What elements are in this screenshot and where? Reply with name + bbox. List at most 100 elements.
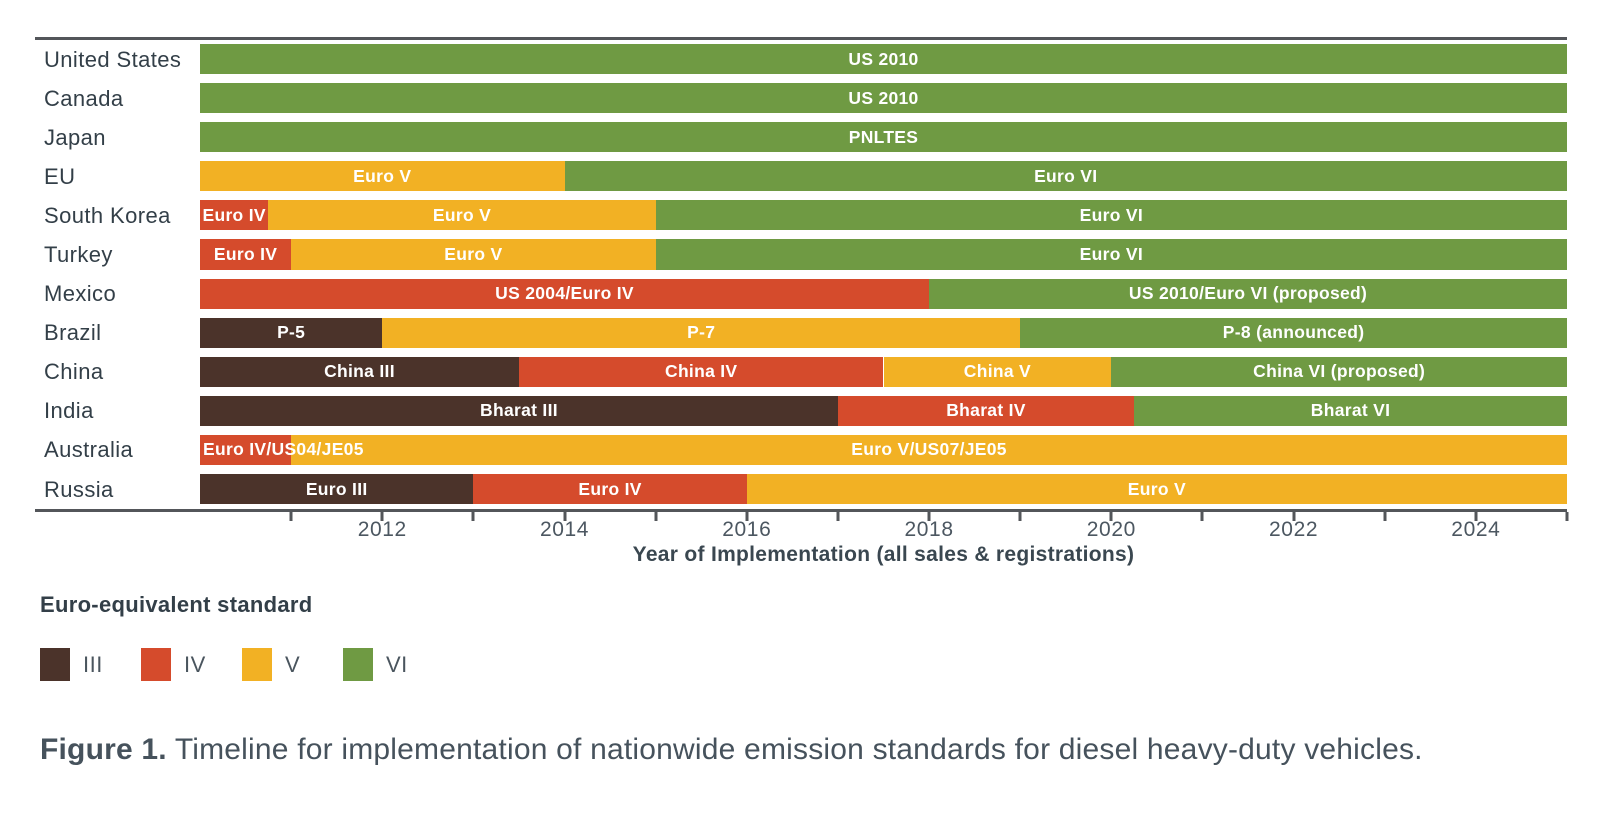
country-label: Brazil (44, 320, 102, 346)
bar-segment: PNLTES (200, 122, 1567, 153)
axis-tick-label: 2024 (1451, 518, 1501, 541)
chart-row: Canada US 2010 (35, 79, 1567, 118)
bar-segment: P-7 (382, 317, 1021, 348)
bar-segment: Bharat IV (837, 395, 1135, 426)
bar-segment-label: US 2004/Euro IV (495, 283, 634, 304)
bar-segment: Euro V/US07/JE05 (291, 434, 1567, 466)
row-plot-area: Euro III Euro IV Euro V (200, 474, 1567, 505)
row-plot-area: Euro IV Euro V Euro VI (200, 200, 1567, 231)
bar-segment-label: China III (324, 361, 395, 382)
row-plot-area: China III China IV China V China VI (propos… (200, 356, 1567, 387)
chart-row: Brazil P-5 P-7 P-8 (announced) (35, 314, 1567, 353)
bar-segment: US 2004/Euro IV (200, 278, 930, 309)
bar-segment: Euro VI (564, 161, 1567, 192)
bar-segment: China III (200, 356, 519, 387)
chart-row: Japan PNLTES (35, 118, 1567, 157)
x-axis-title: Year of Implementation (all sales & regi… (632, 543, 1135, 566)
bar-segment: P-5 (200, 317, 383, 348)
axis-tick (1200, 512, 1204, 521)
chart-row: China China III China IV China V China VI (p… (35, 353, 1567, 392)
x-axis-line (35, 509, 1567, 512)
row-plot-area: Bharat III Bharat IV Bharat VI (200, 395, 1567, 426)
axis-tick (471, 512, 475, 521)
bar-segment: US 2010/Euro VI (proposed) (929, 278, 1567, 309)
legend-label: VI (386, 651, 408, 677)
bar-segment: Euro III (200, 474, 474, 505)
x-axis-tick-labels: 2012 2014 2016 2018 2020 2022 2024 (200, 518, 1567, 544)
chart-rows: United States US 2010 Canada US 2010 Japan PN… (35, 40, 1567, 509)
bar-segment: Euro V (746, 474, 1567, 505)
axis-tick-label: 2018 (904, 518, 954, 541)
legend-swatch-iii (40, 648, 70, 681)
bar-segment: Bharat VI (1134, 395, 1567, 426)
legend-label: IV (184, 651, 206, 677)
x-axis-ticks (200, 512, 1569, 522)
caption-text: Timeline for implementation of nationwid… (174, 733, 1423, 766)
legend-item: III (40, 648, 141, 681)
legend-label: III (83, 651, 103, 677)
bar-segment-label: Euro VI (1079, 204, 1143, 225)
bar-segment: US 2010 (200, 83, 1567, 114)
axis-tick (1109, 512, 1113, 521)
axis-tick-label: 2012 (357, 518, 407, 541)
axis-tick-label: 2014 (539, 518, 590, 541)
bar-segment: China V (883, 356, 1112, 387)
axis-tick (563, 512, 567, 521)
bar-segment-label: Euro IV (213, 244, 278, 265)
chart-row: Mexico US 2004/Euro IV US 2010/Euro VI (pr… (35, 275, 1567, 314)
bar-segment-label: Bharat III (480, 400, 558, 421)
axis-tick (927, 512, 931, 521)
row-plot-area: Euro IV Euro V Euro VI (200, 239, 1567, 270)
legend-swatch-iv (141, 648, 171, 681)
axis-tick-label: 2020 (1086, 518, 1136, 541)
axis-tick (1018, 512, 1022, 521)
figure-caption: Figure 1. Timeline for implementation of … (40, 733, 1423, 767)
bar-segment: Bharat III (200, 395, 838, 426)
bar-segment: Euro V (268, 200, 656, 231)
row-plot-area: P-5 P-7 P-8 (announced) (200, 317, 1567, 348)
axis-tick (1474, 512, 1478, 521)
chart-top-rule (35, 37, 1567, 40)
axis-tick (1565, 512, 1569, 521)
legend-label: V (285, 651, 301, 677)
bar-segment: Euro IV (200, 239, 292, 270)
bar-segment-label: Euro VI (1079, 244, 1143, 265)
legend-item: IV (141, 648, 242, 681)
legend-swatch-vi (343, 648, 373, 681)
bar-segment: Euro IV (473, 474, 747, 505)
row-plot-area: US 2004/Euro IV US 2010/Euro VI (proposed… (200, 278, 1567, 309)
legend-swatch-v (242, 648, 272, 681)
bar-segment-label: P-7 (687, 322, 716, 343)
country-label: China (44, 359, 104, 385)
country-label: South Korea (44, 202, 171, 228)
bar-segment-label: US 2010 (848, 87, 919, 108)
bar-segment: US 2010 (200, 44, 1567, 75)
bar-segment-label: Bharat VI (1310, 400, 1391, 421)
axis-tick (289, 512, 293, 521)
axis-tick-label: 2016 (722, 518, 772, 541)
row-plot-area: US 2010 (200, 83, 1567, 114)
bar-segment: China VI (proposed) (1111, 356, 1567, 387)
bar-segment-label: Euro VI (1034, 165, 1098, 186)
legend-title: Euro-equivalent standard (40, 592, 313, 617)
bar-segment: Euro V (291, 239, 656, 270)
caption-label: Figure 1. (40, 733, 167, 766)
country-label: Japan (44, 124, 106, 150)
bar-segment-label: China VI (proposed) (1253, 361, 1426, 382)
country-label: Turkey (44, 242, 113, 268)
bar-segment-label: US 2010 (848, 48, 919, 69)
legend-item: VI (343, 648, 444, 681)
bar-segment: P-8 (announced) (1020, 317, 1567, 348)
chart-row: Australia Euro IV/US04/JE05 Euro V/US07/JE… (35, 431, 1567, 470)
bar-segment-label: US 2010/Euro VI (proposed) (1128, 283, 1368, 304)
bar-segment-label: Euro V (432, 204, 492, 225)
axis-tick (1292, 512, 1296, 521)
bar-segment: Euro IV/US04/JE05 (200, 434, 363, 466)
bar-segment-label: Euro V (444, 244, 503, 265)
chart-row: South Korea Euro IV Euro V Euro VI (35, 196, 1567, 235)
bar-segment-label: P-8 (announced) (1222, 322, 1365, 343)
row-plot-area: PNLTES (200, 122, 1567, 153)
country-label: Australia (44, 437, 134, 463)
chart-row: Russia Euro III Euro IV Euro V (35, 470, 1567, 509)
bar-segment-label: Euro III (305, 478, 368, 499)
